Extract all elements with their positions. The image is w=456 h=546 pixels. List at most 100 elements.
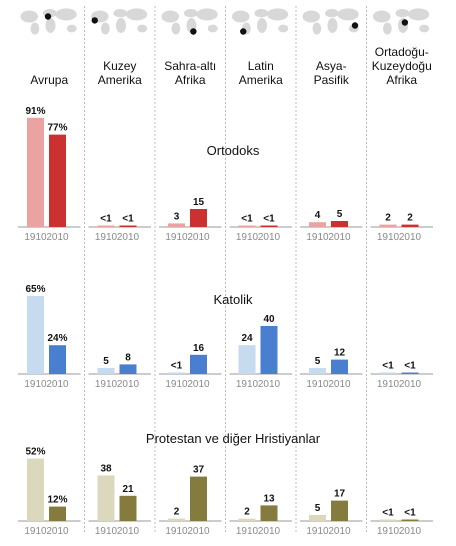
data-label-protestan-ve-di-er-hristiyanlar-kuzey-amerika-2010: 21 — [122, 484, 134, 495]
region-marker — [351, 22, 359, 29]
continent-shape — [126, 8, 148, 21]
continent-shape — [278, 24, 289, 33]
continent-shape — [45, 18, 56, 33]
year-label: 1910 — [24, 526, 47, 537]
world-map-icon — [373, 8, 430, 35]
continent-shape — [267, 8, 289, 21]
bar-protestan-ve-di-er-hristiyanlar-ortado-u-kuzeydo-u-afrika-1910 — [379, 519, 397, 521]
data-label-protestan-ve-di-er-hristiyanlar-ortado-u-kuzeydo-u-afrika-1910: <1 — [382, 508, 394, 519]
bar-protestan-ve-di-er-hristiyanlar-latin-amerika-2010 — [260, 505, 278, 521]
data-label-ortodoks-sahra-alt-afrika-1910: 3 — [174, 211, 180, 222]
year-label: 2010 — [399, 232, 422, 243]
data-label-katolik-asya-pasifik-2010: 12 — [334, 348, 346, 359]
year-label: 1910 — [377, 379, 400, 390]
world-map-icon — [20, 8, 77, 35]
region-marker — [240, 28, 247, 35]
continent-shape — [55, 8, 77, 21]
data-label-ortodoks-sahra-alt-afrika-2010: 15 — [193, 197, 205, 208]
data-label-protestan-ve-di-er-hristiyanlar-latin-amerika-2010: 13 — [263, 493, 275, 504]
bar-ortodoks-avrupa-1910 — [27, 117, 44, 227]
data-label-katolik-kuzey-amerika-2010: 8 — [125, 352, 131, 363]
bar-protestan-ve-di-er-hristiyanlar-sahra-alt-afrika-1910 — [168, 518, 185, 521]
year-label: 2010 — [258, 379, 281, 390]
data-label-ortodoks-kuzey-amerika-2010: <1 — [122, 214, 134, 225]
year-label: 1910 — [95, 379, 118, 390]
bar-katolik-latin-amerika-1910 — [238, 345, 256, 374]
continent-shape — [232, 10, 250, 23]
year-label: 2010 — [258, 526, 281, 537]
year-label: 1910 — [24, 232, 47, 243]
year-label: 1910 — [306, 379, 329, 390]
data-label-katolik-ortado-u-kuzeydo-u-afrika-1910: <1 — [382, 361, 394, 372]
year-label: 2010 — [328, 526, 351, 537]
data-label-protestan-ve-di-er-hristiyanlar-sahra-alt-afrika-2010: 37 — [193, 465, 205, 476]
bar-protestan-ve-di-er-hristiyanlar-asya-pasifik-2010 — [331, 500, 348, 521]
bar-katolik-kuzey-amerika-2010 — [119, 364, 137, 374]
year-label: 1910 — [377, 526, 400, 537]
bar-protestan-ve-di-er-hristiyanlar-ortado-u-kuzeydo-u-afrika-2010 — [401, 519, 419, 521]
year-label: 2010 — [258, 232, 281, 243]
data-label-ortodoks-asya-pasifik-2010: 5 — [337, 209, 343, 220]
year-label: 2010 — [117, 526, 140, 537]
bar-ortodoks-sahra-alt-afrika-2010 — [190, 209, 207, 227]
data-label-katolik-ortado-u-kuzeydo-u-afrika-2010: <1 — [404, 361, 416, 372]
bar-protestan-ve-di-er-hristiyanlar-avrupa-1910 — [27, 458, 44, 521]
continent-shape — [66, 24, 77, 33]
continent-shape — [254, 9, 269, 18]
bar-katolik-asya-pasifik-2010 — [331, 359, 348, 374]
year-label: 1910 — [377, 232, 400, 243]
data-label-ortodoks-latin-amerika-2010: <1 — [263, 214, 275, 225]
data-label-ortodoks-asya-pasifik-1910: 4 — [315, 210, 321, 221]
panel-title-ortodoks: Ortodoks — [207, 143, 260, 158]
year-label: 2010 — [399, 526, 422, 537]
year-label: 2010 — [399, 379, 422, 390]
bar-katolik-avrupa-2010 — [49, 345, 66, 374]
year-label: 2010 — [328, 232, 351, 243]
region-marker — [44, 13, 52, 20]
year-label: 2010 — [117, 232, 140, 243]
continent-shape — [30, 22, 40, 35]
bar-ortodoks-asya-pasifik-2010 — [331, 221, 348, 227]
bar-ortodoks-latin-amerika-2010 — [260, 225, 278, 227]
bar-katolik-ortado-u-kuzeydo-u-afrika-2010 — [401, 372, 419, 374]
data-label-protestan-ve-di-er-hristiyanlar-avrupa-1910: 52% — [25, 447, 45, 458]
year-label: 1910 — [165, 379, 188, 390]
year-label: 1910 — [95, 526, 118, 537]
data-label-katolik-avrupa-2010: 24% — [47, 333, 67, 344]
data-label-protestan-ve-di-er-hristiyanlar-asya-pasifik-2010: 17 — [334, 489, 346, 500]
continent-shape — [408, 8, 430, 21]
year-label: 1910 — [306, 232, 329, 243]
bar-ortodoks-kuzey-amerika-1910 — [97, 225, 115, 227]
region-marker — [91, 17, 98, 24]
data-label-protestan-ve-di-er-hristiyanlar-kuzey-amerika-1910: 38 — [100, 463, 112, 474]
year-label: 2010 — [46, 526, 69, 537]
continent-shape — [101, 22, 110, 35]
panel-title-katolik: Katolik — [213, 292, 253, 307]
bar-katolik-latin-amerika-2010 — [260, 326, 278, 374]
region-name-sahra-alt-afrika: Sahra-altı Afrika — [164, 59, 216, 87]
year-label: 1910 — [95, 232, 118, 243]
region-name-asya-pasifik: Asya-Pasifik — [314, 59, 350, 87]
continent-shape — [171, 22, 181, 35]
data-label-ortodoks-ortado-u-kuzeydo-u-afrika-1910: 2 — [385, 213, 391, 224]
continent-shape — [395, 9, 410, 18]
bar-protestan-ve-di-er-hristiyanlar-kuzey-amerika-1910 — [97, 475, 115, 521]
year-label: 2010 — [187, 379, 210, 390]
continent-shape — [327, 18, 338, 33]
bar-katolik-avrupa-1910 — [27, 296, 44, 374]
bar-ortodoks-asya-pasifik-1910 — [309, 222, 326, 227]
year-label: 1910 — [306, 526, 329, 537]
data-label-ortodoks-latin-amerika-1910: <1 — [241, 214, 253, 225]
year-label: 2010 — [187, 526, 210, 537]
data-label-katolik-kuzey-amerika-1910: 5 — [103, 356, 109, 367]
region-name-latin-amerika: Latin Amerika — [239, 59, 283, 87]
data-label-protestan-ve-di-er-hristiyanlar-asya-pasifik-1910: 5 — [315, 503, 321, 514]
bar-katolik-kuzey-amerika-1910 — [97, 368, 115, 374]
data-label-ortodoks-avrupa-1910: 91% — [25, 106, 45, 117]
bar-katolik-sahra-alt-afrika-2010 — [190, 354, 207, 374]
bar-katolik-asya-pasifik-1910 — [309, 368, 326, 374]
continent-shape — [383, 22, 392, 35]
data-label-ortodoks-ortado-u-kuzeydo-u-afrika-2010: 2 — [407, 213, 413, 224]
bar-ortodoks-ortado-u-kuzeydo-u-afrika-2010 — [401, 224, 419, 227]
data-label-katolik-asya-pasifik-1910: 5 — [315, 356, 321, 367]
